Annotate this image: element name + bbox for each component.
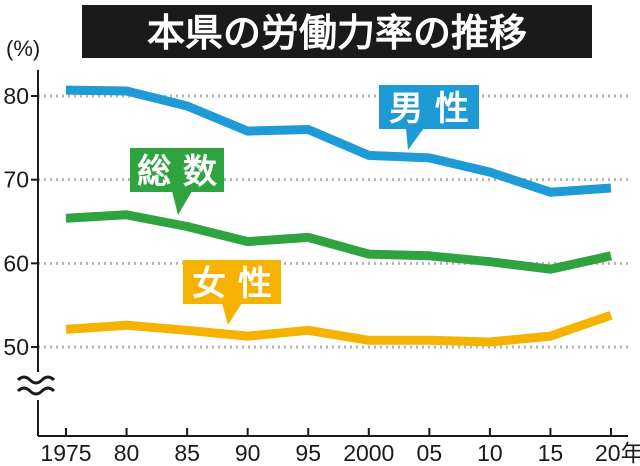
chart-title: 本県の労働力率の推移 (147, 11, 527, 55)
y-tick-label: 80 (3, 83, 29, 109)
callout-1: 総 数 (130, 148, 224, 215)
y-tick-label: 60 (3, 250, 29, 276)
x-tick-label: 20年 (595, 440, 640, 466)
callout-pointer (172, 191, 192, 215)
y-tick-labels: 50 60 70 80 (3, 83, 29, 360)
callout-0: 男 性 (379, 85, 479, 150)
series-line-2 (65, 310, 613, 347)
series-label: 男 性 (389, 89, 469, 129)
y-tick-label: 70 (3, 167, 29, 193)
series-label: 総 数 (137, 152, 217, 192)
axis-break-stroke-1 (16, 375, 56, 385)
x-tick-label: 80 (114, 440, 140, 466)
title-background (82, 5, 592, 58)
axis-break-stroke-2 (16, 386, 56, 396)
x-tick-label: 90 (235, 440, 261, 466)
x-tick-label: 15 (538, 440, 564, 466)
y-tick-label: 50 (3, 334, 29, 360)
callout-box (130, 148, 224, 192)
x-tick-label: 85 (174, 440, 200, 466)
series-line-0 (65, 85, 612, 197)
callout-pointer (406, 128, 424, 150)
x-tick-label: 10 (477, 440, 503, 466)
x-tick-label: 1975 (40, 440, 91, 466)
x-tick-label: 95 (295, 440, 321, 466)
series-lines (65, 85, 613, 347)
x-tick-label: 05 (417, 440, 443, 466)
unit-label: (%) (6, 36, 40, 61)
callout-box (183, 260, 281, 304)
series-line-1 (65, 210, 612, 274)
series-callouts: 男 性総 数女 性 (130, 85, 479, 325)
callout-2: 女 性 (183, 260, 281, 325)
callout-pointer (222, 303, 242, 325)
series-label: 女 性 (192, 264, 272, 304)
x-tick-label: 2000 (343, 440, 394, 466)
callout-box (379, 85, 479, 129)
gridlines (38, 94, 628, 349)
x-tick-labels: 1975 80 85 90 95 2000 05 10 15 20年 (40, 440, 640, 466)
axes (16, 70, 628, 437)
